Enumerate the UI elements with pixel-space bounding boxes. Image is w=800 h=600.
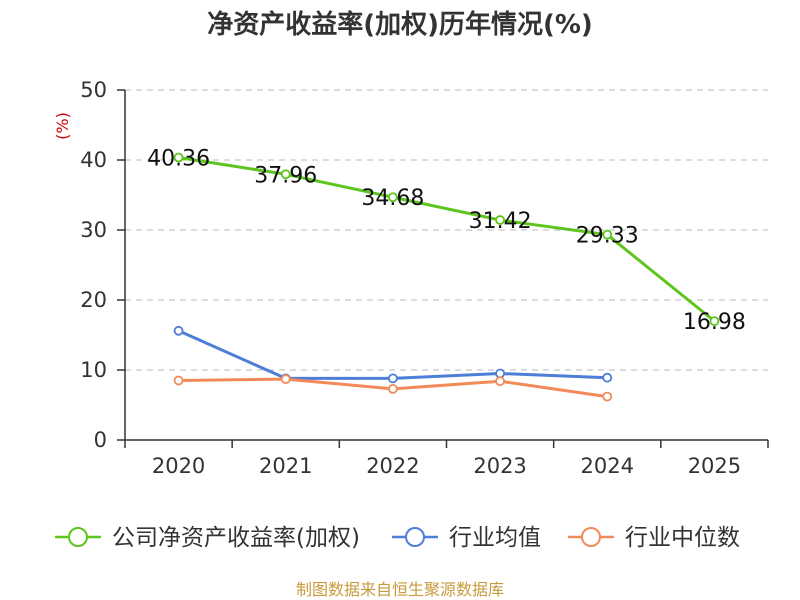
series-point-2 — [495, 376, 505, 387]
chart-title: 净资产收益率(加权)历年情况(%) — [207, 9, 593, 40]
series-point-0 — [388, 192, 398, 203]
series-point-2 — [388, 383, 398, 394]
y-tick-label: 50 — [80, 78, 107, 102]
x-tick-label: 2020 — [152, 454, 205, 478]
series-point-0 — [280, 169, 291, 180]
series-point-2 — [173, 375, 184, 386]
x-tick-label: 2025 — [688, 454, 741, 478]
series-point-1 — [173, 325, 184, 336]
legend-label: 行业均值 — [449, 525, 541, 551]
data-label: 34.68 — [361, 186, 424, 211]
x-tick-label: 2024 — [581, 454, 634, 478]
source-note: 制图数据来自恒生聚源数据库 — [296, 580, 504, 599]
gridlines — [125, 89, 768, 371]
legend-swatch-marker — [68, 527, 88, 547]
y-axis-label: (%) — [53, 112, 72, 140]
data-label: 31.42 — [469, 209, 532, 234]
data-label: 29.33 — [576, 224, 639, 249]
data-labels: 40.36 37.96 34.68 31.42 29.33 16.98 — [147, 146, 746, 335]
x-tick-label: 2023 — [473, 454, 526, 478]
series-point-1 — [388, 373, 398, 384]
x-tick-label: 2021 — [259, 454, 312, 478]
legend-swatch-marker — [581, 527, 601, 547]
x-tick-label: 2022 — [366, 454, 419, 478]
series-point-0 — [173, 152, 184, 163]
series-line-0 — [178, 155, 716, 323]
legend-label: 公司净资产收益率(加权) — [112, 525, 360, 551]
series-point-1 — [495, 368, 505, 379]
legend-label: 行业中位数 — [625, 525, 740, 551]
series-point-0 — [709, 316, 720, 327]
y-tick-label: 30 — [80, 218, 107, 242]
series-point-0 — [495, 215, 505, 225]
series-line-1 — [177, 329, 608, 380]
y-tick-label: 20 — [80, 288, 107, 312]
series — [173, 152, 720, 402]
y-tick-label: 0 — [94, 428, 107, 452]
series-point-2 — [280, 374, 291, 385]
data-label: 40.36 — [147, 146, 210, 171]
axes: 0 10 20 30 40 50 2020 2021 2022 2023 2024 2025 — [80, 78, 769, 478]
legend: 公司净资产收益率(加权) 行业均值 行业中位数 — [55, 525, 740, 551]
y-tick-label: 10 — [80, 358, 107, 382]
series-point-2 — [602, 391, 613, 402]
y-tick-label: 40 — [80, 148, 107, 172]
data-label: 37.96 — [254, 163, 317, 188]
series-point-0 — [602, 229, 613, 240]
series-point-1 — [602, 372, 613, 383]
legend-swatch-marker — [405, 527, 425, 547]
data-label: 16.98 — [683, 310, 746, 335]
